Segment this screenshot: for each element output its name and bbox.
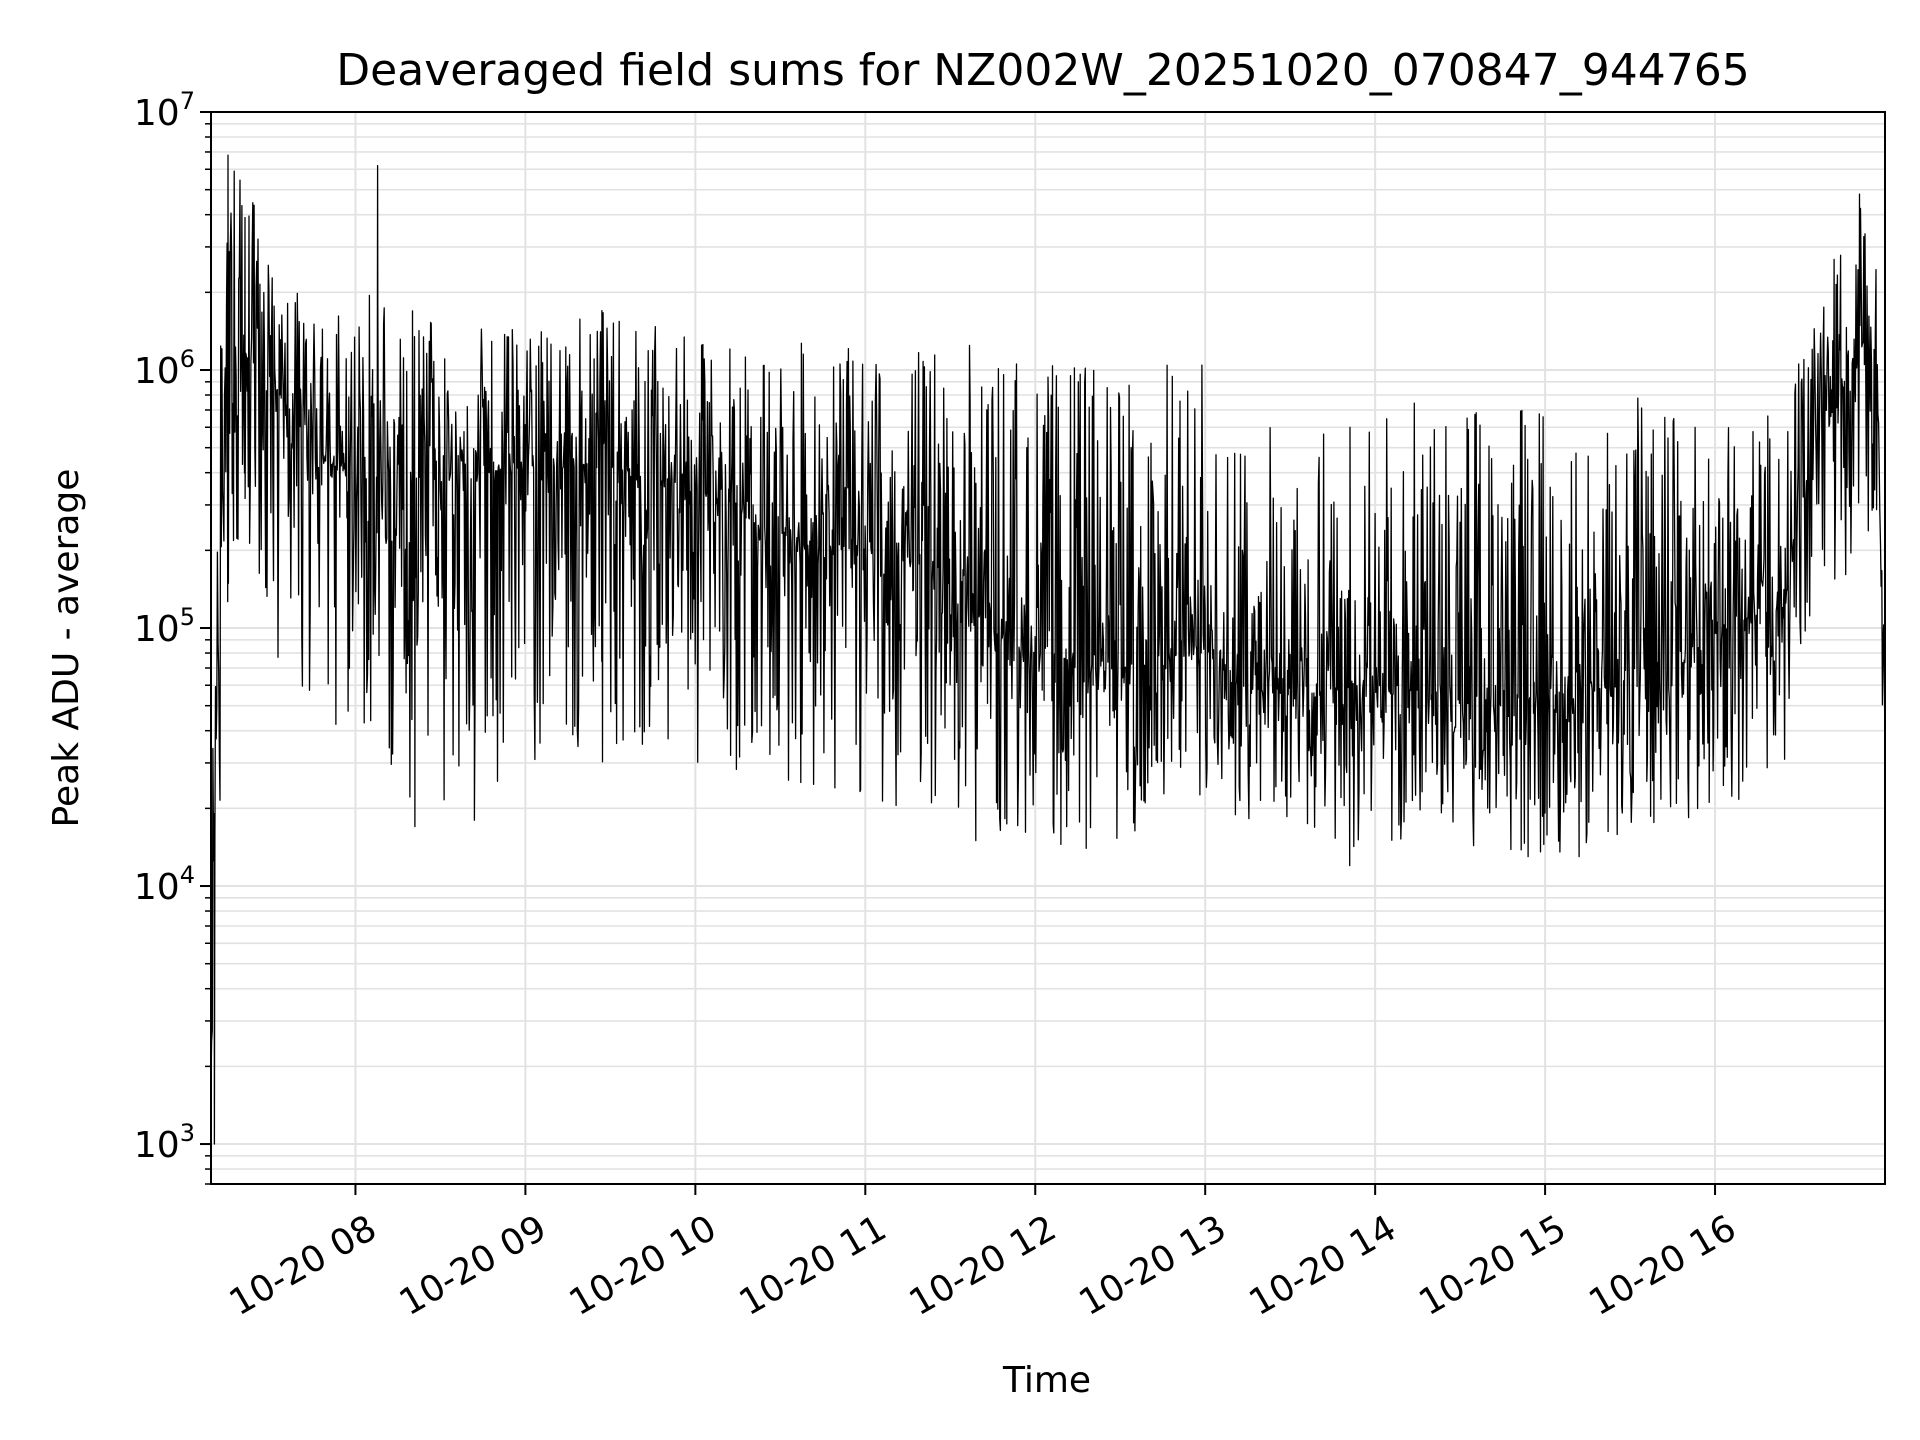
plot-frame: [210, 111, 1886, 1185]
y-tick-label: 106: [134, 345, 195, 392]
series-line: [211, 154, 1885, 1145]
y-tick-label: 105: [134, 603, 195, 650]
y-tick-label: 107: [134, 87, 195, 134]
y-axis-label: Peak ADU - average: [46, 469, 87, 828]
y-tick-label: 103: [134, 1119, 195, 1166]
x-axis-label: Time: [1002, 1360, 1091, 1401]
y-tick-label: 104: [134, 861, 195, 908]
y-axis: 103 104 105 106 107: [134, 87, 211, 1185]
chart-title: Deaveraged field sums for NZ002W_2025102…: [336, 45, 1749, 96]
